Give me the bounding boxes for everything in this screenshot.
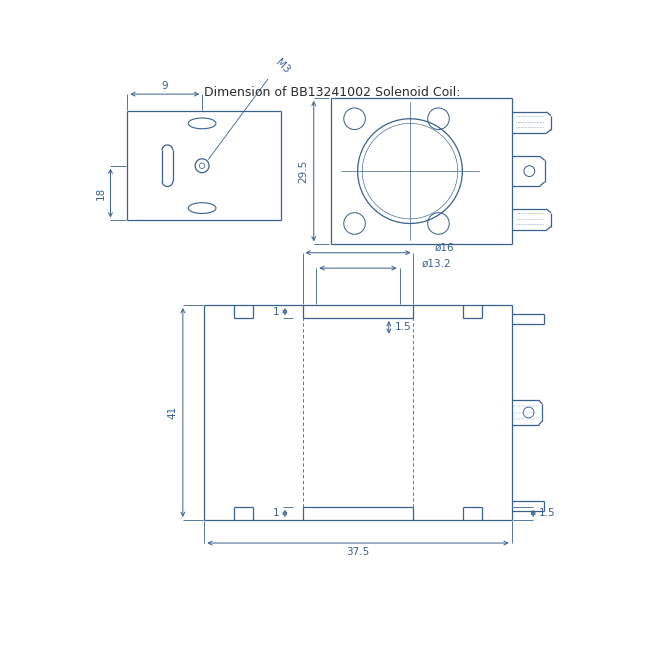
Text: 1.5: 1.5 [539, 508, 556, 518]
Text: 18: 18 [96, 186, 106, 199]
Text: 9: 9 [162, 81, 168, 91]
Text: ø13.2: ø13.2 [421, 258, 451, 268]
Text: 41: 41 [167, 406, 177, 419]
Text: 1: 1 [273, 508, 279, 518]
Text: 1: 1 [273, 306, 279, 317]
Text: Dimension of BB13241002 Solenoid Coil:: Dimension of BB13241002 Solenoid Coil: [204, 86, 461, 99]
Text: M3: M3 [274, 57, 292, 75]
Text: 1.5: 1.5 [395, 323, 411, 333]
Text: ø16: ø16 [435, 243, 455, 253]
Text: 37.5: 37.5 [347, 547, 370, 557]
Text: 29.5: 29.5 [298, 159, 308, 183]
